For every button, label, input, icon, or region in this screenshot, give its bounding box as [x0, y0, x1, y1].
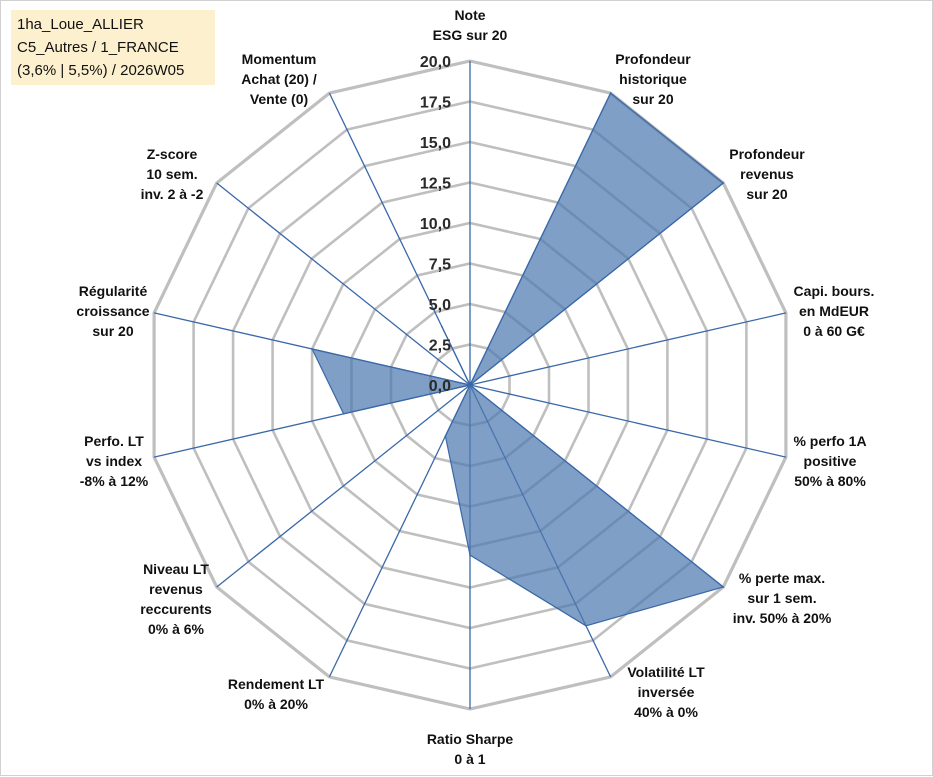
- category-label-line: reccurents: [140, 601, 212, 617]
- tick-label: 7,5: [429, 257, 451, 274]
- category-label-line: Note: [454, 7, 485, 23]
- category-label-line: Régularité: [79, 283, 148, 299]
- tick-label: 17,5: [420, 95, 451, 112]
- category-label-line: revenus: [149, 581, 203, 597]
- data-point: [342, 413, 345, 415]
- category-label-line: vs index: [86, 453, 142, 469]
- info-line-2: C5_Autres / 1_FRANCE: [17, 39, 179, 56]
- category-label: Momentum Achat (20) / Vente (0): [241, 51, 317, 107]
- series-layer: [311, 92, 725, 627]
- category-label-line: -8% à 12%: [80, 473, 149, 489]
- axis-spoke: [216, 182, 471, 386]
- category-label-line: inversée: [638, 684, 695, 700]
- category-label-line: croissance: [76, 303, 149, 319]
- tick-label: 0,0: [429, 378, 451, 395]
- tick-label: 2,5: [429, 338, 451, 355]
- category-label-line: 0% à 6%: [148, 621, 205, 637]
- category-label: Capi. bours. en MdEUR 0 à 60 G€: [794, 283, 875, 339]
- category-label-line: 10 sem.: [146, 166, 197, 182]
- tick-label: 10,0: [420, 216, 451, 233]
- category-label: % perte max. sur 1 sem. inv. 50% à 20%: [733, 570, 832, 626]
- category-label-line: Capi. bours.: [794, 283, 875, 299]
- data-point: [585, 625, 587, 627]
- category-label-line: 40% à 0%: [634, 704, 698, 720]
- data-point: [444, 435, 447, 437]
- axis-spoke: [216, 384, 471, 588]
- tick-label: 12,5: [420, 176, 451, 193]
- category-label: Volatilité LT inversée 40% à 0%: [627, 664, 705, 720]
- category-label-line: 0% à 20%: [244, 696, 308, 712]
- category-label-line: 0 à 60 G€: [803, 323, 865, 339]
- category-label-line: inv. 50% à 20%: [733, 610, 832, 626]
- data-point: [441, 325, 443, 328]
- category-label-line: Volatilité LT: [627, 664, 705, 680]
- category-label-line: Ratio Sharpe: [427, 731, 514, 747]
- tick-label: 5,0: [429, 297, 451, 314]
- tick-labels: 0,0 2,5 5,0 7,5 10,0 12,5 15,0 17,5 20,0: [420, 54, 451, 395]
- category-label: Profondeur revenus sur 20: [729, 146, 805, 202]
- category-label-line: sur 20: [746, 186, 787, 202]
- category-label-line: Vente (0): [250, 91, 308, 107]
- category-label: Rendement LT 0% à 20%: [228, 676, 325, 712]
- category-label-line: Perfo. LT: [84, 433, 144, 449]
- category-label-line: en MdEUR: [799, 303, 869, 319]
- info-line-3: (3,6% | 5,5%) / 2026W05: [17, 62, 185, 79]
- axis-spoke: [469, 384, 787, 458]
- tick-label: 15,0: [420, 135, 451, 152]
- axis-spoke: [469, 312, 787, 386]
- category-label-line: 50% à 80%: [794, 473, 866, 489]
- category-label-line: ESG sur 20: [433, 27, 508, 43]
- info-box: 1ha_Loue_ALLIER C5_Autres / 1_FRANCE (3,…: [11, 10, 215, 85]
- category-label-line: sur 1 sem.: [747, 590, 816, 606]
- category-label-line: % perte max.: [739, 570, 825, 586]
- category-label-line: positive: [804, 453, 857, 469]
- category-label-line: Profondeur: [729, 146, 805, 162]
- series-area: [311, 92, 725, 627]
- category-label: Z-score 10 sem. inv. 2 à -2: [141, 146, 204, 202]
- category-label-line: Z-score: [147, 146, 198, 162]
- category-label-line: sur 20: [92, 323, 133, 339]
- data-point: [469, 384, 471, 386]
- data-point: [722, 586, 725, 588]
- category-label-line: Momentum: [242, 51, 317, 67]
- category-label-line: Rendement LT: [228, 676, 325, 692]
- data-point: [609, 92, 612, 94]
- category-label-line: revenus: [740, 166, 794, 182]
- category-label: Note ESG sur 20: [433, 7, 508, 43]
- category-label-line: % perfo 1A: [793, 433, 866, 449]
- category-label-line: sur 20: [632, 91, 673, 107]
- category-label-line: inv. 2 à -2: [141, 186, 204, 202]
- data-point: [311, 348, 313, 350]
- category-label: Perfo. LT vs index -8% à 12%: [80, 433, 149, 489]
- category-label-line: historique: [619, 71, 687, 87]
- info-line-1: 1ha_Loue_ALLIER: [17, 16, 144, 33]
- data-point: [722, 182, 725, 184]
- category-label: Ratio Sharpe 0 à 1: [427, 731, 514, 767]
- category-label: % perfo 1A positive 50% à 80%: [793, 433, 866, 489]
- category-label-line: Profondeur: [615, 51, 691, 67]
- category-label-line: Achat (20) /: [241, 71, 317, 87]
- category-label: Régularité croissance sur 20: [76, 283, 149, 339]
- category-label: Profondeur historique sur 20: [615, 51, 691, 107]
- category-labels: Note ESG sur 20 Profondeur historique sur 20…: [76, 7, 874, 767]
- data-point: [469, 554, 471, 556]
- category-label: Niveau LT revenus reccurents 0% à 6%: [140, 561, 212, 637]
- tick-label: 20,0: [420, 54, 451, 71]
- category-label-line: 0 à 1: [454, 751, 485, 767]
- category-label-line: Niveau LT: [143, 561, 209, 577]
